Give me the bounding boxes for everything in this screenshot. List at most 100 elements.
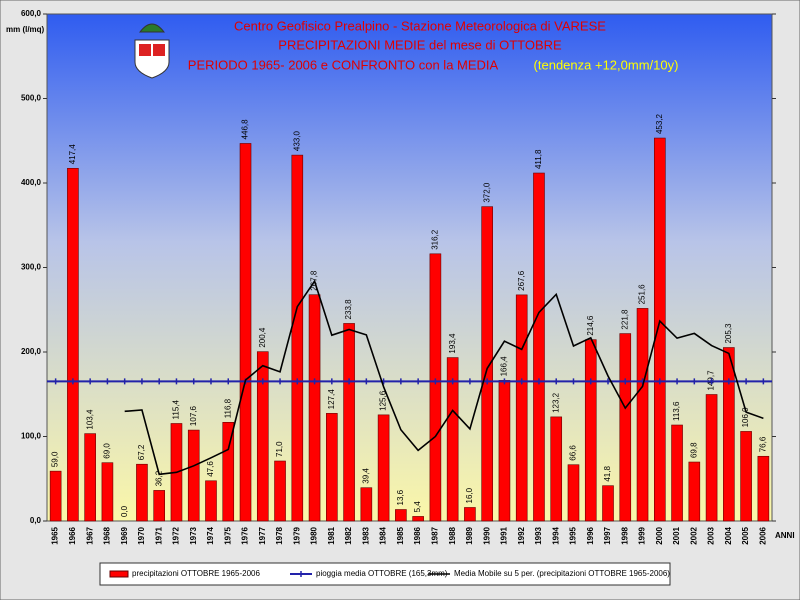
x-tick-label: 2000 <box>655 526 664 544</box>
value-label: 453,2 <box>655 113 664 134</box>
value-label: 41,8 <box>603 466 612 482</box>
value-label: 205,3 <box>724 323 733 344</box>
mean-marker <box>259 378 266 385</box>
mean-marker <box>363 378 370 385</box>
x-tick-label: 1975 <box>223 526 232 544</box>
mean-marker <box>173 378 180 385</box>
bar <box>49 470 62 522</box>
x-tick-label: 1997 <box>603 526 612 544</box>
value-label: 67,2 <box>137 444 146 460</box>
x-tick-label: 1991 <box>500 526 509 544</box>
value-label: 59,0 <box>51 451 60 467</box>
value-label: 5,4 <box>413 501 422 513</box>
plot-area <box>46 13 773 522</box>
value-label: 417,4 <box>68 144 77 165</box>
bar <box>343 323 355 522</box>
bar <box>205 480 217 522</box>
bar <box>412 516 424 522</box>
bar <box>274 460 286 522</box>
legend <box>99 562 671 586</box>
value-label: 411,8 <box>534 149 543 169</box>
mean-marker <box>156 378 163 385</box>
bar <box>101 462 114 522</box>
x-tick-label: 1968 <box>103 526 112 544</box>
value-label: 16,0 <box>465 487 474 503</box>
x-tick-label: 1981 <box>327 526 336 544</box>
x-tick-label: 1992 <box>517 526 526 544</box>
y-tick-label: 300,0 <box>21 263 42 272</box>
x-tick-label: 1988 <box>448 526 457 544</box>
x-tick-label: 1987 <box>431 526 440 544</box>
mean-marker <box>674 378 681 385</box>
value-label: 47,6 <box>206 461 215 477</box>
emblem <box>134 23 170 79</box>
x-tick-label: 1994 <box>551 526 560 544</box>
mean-marker <box>587 378 594 385</box>
x-tick-label: 1989 <box>465 526 474 544</box>
value-label: 251,6 <box>638 284 647 305</box>
x-tick-label: 1967 <box>85 526 94 544</box>
x-tick-label: 1970 <box>137 526 146 544</box>
value-label: 193,4 <box>448 333 457 354</box>
title: Centro Geofisico Prealpino - Stazione Me… <box>234 18 606 33</box>
mean-marker <box>725 378 732 385</box>
bar <box>567 464 580 522</box>
bar <box>326 413 338 522</box>
legend-label: precipitazioni OTTOBRE 1965-2006 <box>132 569 260 578</box>
x-tick-label: 1983 <box>361 526 370 544</box>
value-label: 127,4 <box>327 389 336 410</box>
x-tick-label: 1978 <box>275 526 284 544</box>
value-label: 0,0 <box>120 505 129 517</box>
x-tick-label: 1973 <box>189 526 198 544</box>
mean-marker <box>691 378 698 385</box>
x-tick-label: 1995 <box>569 526 578 544</box>
value-label: 113,6 <box>672 401 681 421</box>
x-tick-label: 1993 <box>534 526 543 544</box>
x-tick-label: 1974 <box>206 526 215 544</box>
bar <box>464 507 476 522</box>
x-tick-label: 1979 <box>292 526 301 544</box>
value-label: 123,2 <box>551 392 560 413</box>
value-label: 372,0 <box>482 182 491 203</box>
mean-marker <box>277 378 284 385</box>
x-tick-label: 1982 <box>344 526 353 544</box>
mean-marker <box>138 378 145 385</box>
bar <box>671 424 683 522</box>
bar <box>360 487 373 522</box>
bar <box>222 422 235 522</box>
bar <box>653 137 666 522</box>
value-label: 233,8 <box>344 299 353 320</box>
mean-marker <box>225 378 232 385</box>
mean-marker <box>69 378 76 385</box>
bar <box>636 308 649 522</box>
value-label: 71,0 <box>275 441 284 457</box>
bar <box>688 461 701 522</box>
value-label: 200,4 <box>258 327 267 348</box>
bar <box>584 339 597 522</box>
bar <box>602 485 614 522</box>
x-tick-label: 1977 <box>258 526 267 544</box>
mean-marker <box>708 378 715 385</box>
bar <box>67 167 79 522</box>
value-label: 66,6 <box>569 445 578 461</box>
mean-marker <box>501 378 508 385</box>
mean-marker <box>535 378 542 385</box>
bar <box>446 357 459 522</box>
bar <box>395 509 407 522</box>
bar <box>481 206 493 522</box>
bar <box>740 431 752 522</box>
legend-swatch <box>298 571 304 577</box>
mean-marker <box>449 378 456 385</box>
bar <box>498 380 511 522</box>
y-tick-label: 200,0 <box>21 347 42 356</box>
legend-label: Media Mobile su 5 per. (precipitazioni O… <box>454 569 670 578</box>
x-axis-label: ANNI <box>775 531 795 540</box>
x-tick-label: 1971 <box>154 526 163 544</box>
value-label: 69,8 <box>689 442 698 458</box>
y-tick-label: 400,0 <box>21 178 42 187</box>
y-tick-label: 600,0 <box>21 9 42 18</box>
value-label: 166,4 <box>500 356 509 377</box>
bar <box>757 455 770 522</box>
bar <box>515 294 528 522</box>
bar <box>533 172 545 522</box>
